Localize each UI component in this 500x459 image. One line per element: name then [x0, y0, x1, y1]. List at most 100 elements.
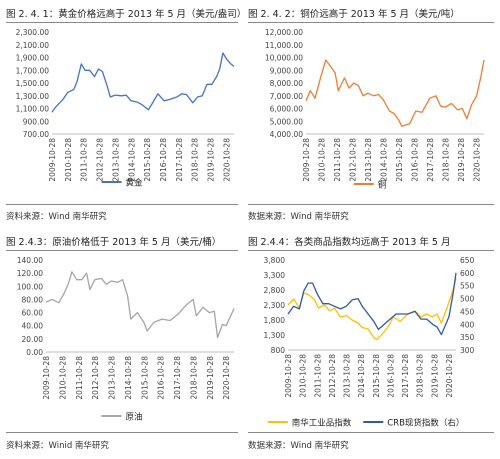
y2-tick-label: 350 [460, 333, 475, 342]
y-tick-label: 12,000.00 [265, 28, 303, 37]
x-tick-label: 2017-10-28 [173, 356, 182, 400]
x-tick-label: 2009-10-28 [284, 354, 293, 398]
y-tick-label: 120.00 [17, 269, 43, 278]
x-tick-label: 2009-10-28 [302, 138, 311, 182]
y-tick-label: 0.00 [26, 348, 43, 357]
x-tick-label: 2020-10-28 [445, 354, 454, 398]
x-tick-label: 2016-10-28 [159, 138, 168, 182]
x-tick-label: 2009-10-28 [42, 356, 51, 400]
legend-label: 铜 [378, 180, 387, 191]
y-tick-label: 1,800 [264, 316, 286, 325]
x-tick-label: 2018-10-28 [416, 354, 425, 398]
x-tick-label: 2016-10-28 [386, 354, 395, 398]
chart-title: 图 2.4.3：原油价格低于 2013 年 5 月（美元/桶） [6, 237, 222, 248]
legend-label: 黄金 [126, 178, 144, 189]
series-line [51, 52, 235, 113]
x-tick-label: 2013-10-28 [111, 138, 120, 182]
y-tick-label: 800 [271, 346, 286, 355]
legend-label: CRB现货指数（右） [387, 418, 464, 429]
y-tick-label: 8,000.00 [270, 79, 304, 88]
y-tick-label: 9,000.00 [270, 66, 304, 75]
source-divider [6, 204, 238, 205]
chart-source: 数据来源：Wind 南华研究 [248, 212, 349, 222]
x-tick-label: 2018-10-28 [442, 138, 451, 182]
x-tick-label: 2019-10-28 [430, 354, 439, 398]
y-tick-label: 900.00 [23, 117, 49, 126]
x-tick-label: 2010-10-28 [64, 138, 73, 182]
chart-title: 图 2. 4. 2：铜价远高于 2013 年 5 月（美元/吨） [248, 9, 460, 20]
y-tick-label: 80.00 [22, 295, 44, 304]
y2-tick-label: 450 [460, 307, 475, 316]
x-tick-label: 2011-10-28 [313, 354, 322, 398]
y-tick-label: 1,300.00 [16, 92, 50, 101]
x-tick-label: 2014-10-28 [124, 356, 133, 400]
source-divider [248, 432, 494, 433]
x-tick-label: 2016-10-28 [157, 356, 166, 400]
crude-oil-chart: 0.00 20.00 40.00 60.00 80.00 100.00 120.00 140.… [17, 256, 235, 423]
legend-label: 南华工业品指数 [292, 418, 352, 429]
x-tick-label: 2016-10-28 [411, 138, 420, 182]
x-tick-label: 2019-10-28 [457, 138, 466, 182]
source-divider [6, 432, 238, 433]
x-tick-label: 2014-10-28 [357, 354, 366, 398]
y-tick-label: 1,700.00 [16, 66, 50, 75]
title-divider [6, 250, 238, 251]
x-tick-label: 2010-10-28 [318, 138, 327, 182]
y-tick-label: 140.00 [17, 256, 43, 265]
x-tick-label: 2017-10-28 [401, 354, 410, 398]
x-tick-label: 2011-10-28 [80, 138, 89, 182]
y-tick-label: 3,800 [264, 256, 286, 265]
x-tick-label: 2012-10-28 [328, 354, 337, 398]
y-tick-label: 3,300 [264, 271, 286, 280]
y-tick-label: 1,100.00 [16, 105, 50, 114]
series-line [287, 272, 457, 336]
y-tick-label: 1,300 [264, 331, 286, 340]
y2-tick-label: 650 [460, 256, 475, 265]
x-tick-label: 2012-10-28 [349, 138, 358, 182]
y-tick-label: 2,300 [264, 301, 286, 310]
commodity-index-chart: 800 1,300 1,800 2,300 2,800 3,300 3,800 300 350 4… [264, 256, 475, 429]
series-line [305, 59, 485, 127]
y-tick-label: 11,000.00 [265, 41, 303, 50]
chart-source: 资料来源：Winid 南华研究 [6, 441, 109, 451]
x-tick-label: 2019-10-28 [206, 356, 215, 400]
x-tick-label: 2020-10-28 [473, 138, 482, 182]
x-tick-label: 2009-10-28 [48, 138, 57, 182]
title-divider [248, 250, 494, 251]
x-tick-label: 2017-10-28 [426, 138, 435, 182]
series-line [287, 277, 457, 341]
x-tick-label: 2014-10-28 [127, 138, 136, 182]
y-tick-label: 2,100.00 [16, 41, 50, 50]
y-tick-label: 1,500.00 [16, 79, 50, 88]
gold-price-chart: 700.00 900.00 1,100.00 1,300.00 1,500.00 1,70… [16, 28, 235, 189]
x-tick-label: 2015-10-28 [143, 138, 152, 182]
y-tick-label: 700.00 [23, 130, 49, 139]
y2-tick-label: 400 [460, 320, 475, 329]
x-tick-label: 2012-10-28 [96, 138, 105, 182]
x-tick-label: 2012-10-28 [91, 356, 100, 400]
x-tick-label: 2013-10-28 [364, 138, 373, 182]
y-tick-label: 100.00 [17, 282, 43, 291]
x-tick-label: 2011-10-28 [333, 138, 342, 182]
y-tick-label: 1,900.00 [16, 54, 50, 63]
x-tick-label: 2014-10-28 [380, 138, 389, 182]
y-tick-label: 6,000.00 [270, 105, 304, 114]
y-tick-label: 7,000.00 [270, 92, 304, 101]
y2-tick-label: 500 [460, 295, 475, 304]
y-tick-label: 60.00 [22, 309, 44, 318]
x-tick-label: 2010-10-28 [299, 354, 308, 398]
x-tick-label: 2018-10-28 [189, 356, 198, 400]
x-tick-label: 2017-10-28 [175, 138, 184, 182]
title-divider [6, 22, 238, 23]
x-tick-label: 2020-10-28 [222, 356, 231, 400]
y-tick-label: 2,800 [264, 286, 286, 295]
x-tick-label: 2013-10-28 [343, 354, 352, 398]
y-tick-label: 2,300.00 [16, 28, 50, 37]
y-tick-label: 40.00 [22, 322, 44, 331]
x-tick-label: 2015-10-28 [395, 138, 404, 182]
x-tick-label: 2015-10-28 [372, 354, 381, 398]
x-tick-label: 2015-10-28 [140, 356, 149, 400]
chart-title: 图 2. 4. 1：黄金价格远高于 2013 年 5 月（美元/盎司） [6, 9, 247, 20]
y2-tick-label: 300 [460, 346, 475, 355]
x-tick-label: 2018-10-28 [191, 138, 200, 182]
